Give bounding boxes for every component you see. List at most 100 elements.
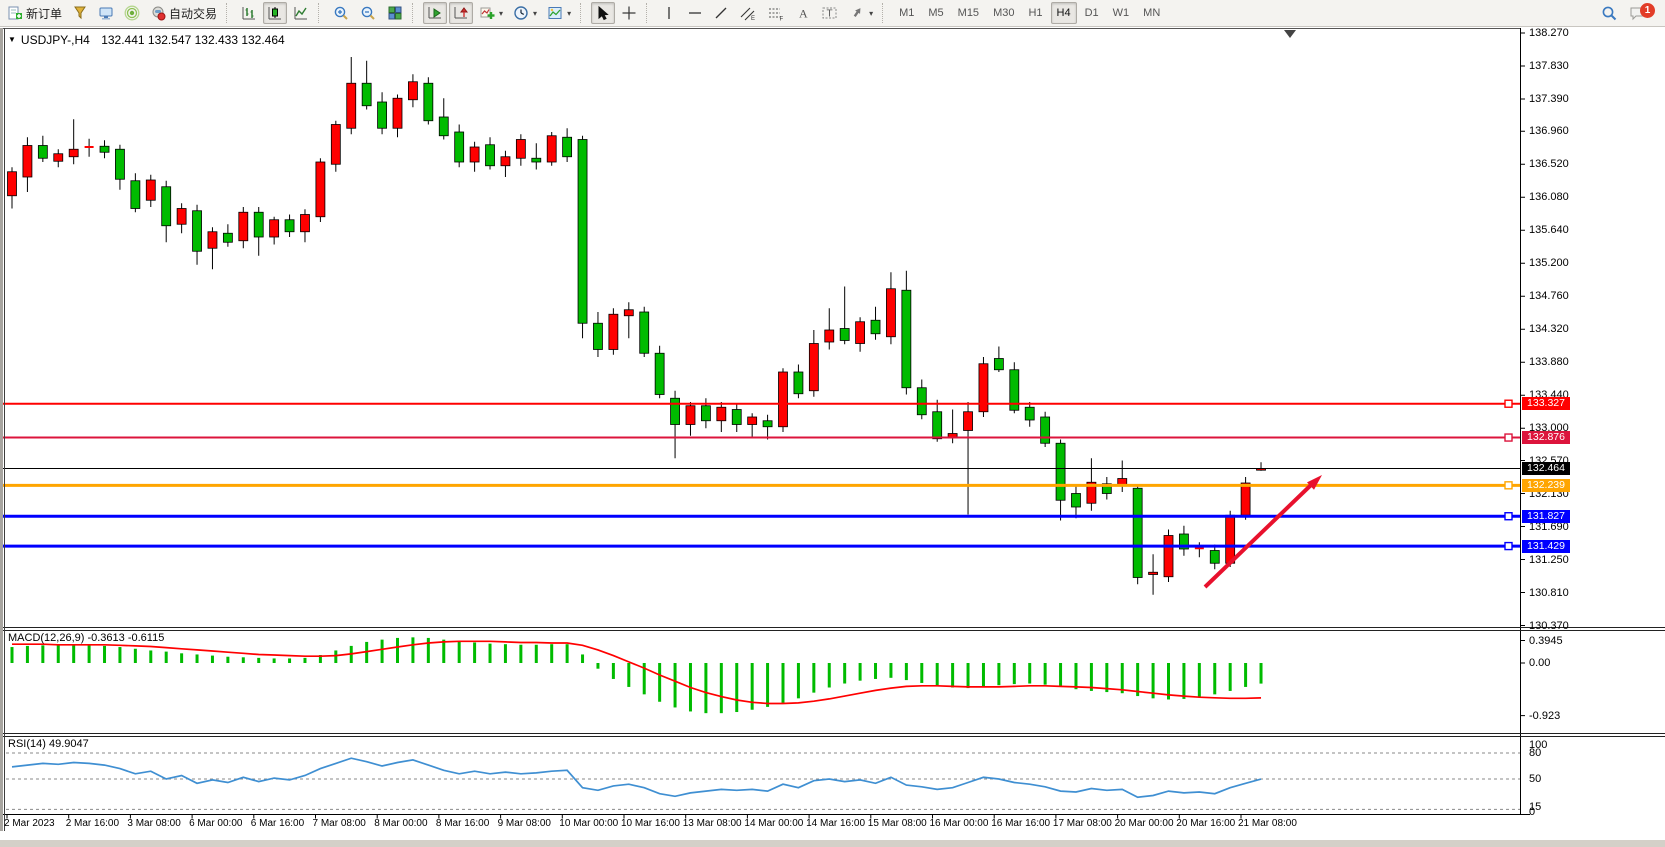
cursor-button[interactable] xyxy=(591,2,616,24)
text-label-icon: T xyxy=(822,7,837,20)
vertical-line-button[interactable] xyxy=(657,2,681,24)
timeframe-strip: M1 M5 M15 M30 H1 H4 D1 W1 MN xyxy=(892,2,1167,24)
chart-shift-button[interactable] xyxy=(449,2,474,24)
trend-arrow-head[interactable] xyxy=(1307,475,1322,490)
clock-icon xyxy=(514,6,528,20)
candle-body xyxy=(515,139,526,159)
chart-shift-marker[interactable] xyxy=(1284,30,1296,38)
timeframe-W1[interactable]: W1 xyxy=(1112,7,1130,19)
equidistant-channel-button[interactable]: E xyxy=(735,2,761,24)
trendline-button[interactable] xyxy=(709,2,733,24)
search-button[interactable] xyxy=(1597,2,1622,24)
line-chart-button[interactable] xyxy=(289,2,313,24)
candle-body xyxy=(577,139,588,324)
candle-body xyxy=(222,232,233,243)
indicator-add-icon xyxy=(480,7,495,19)
candle-body xyxy=(469,146,480,163)
signals-button[interactable] xyxy=(120,2,144,24)
fibonacci-button[interactable]: F xyxy=(763,2,789,24)
candle-body xyxy=(330,124,341,165)
macd-signal-line xyxy=(12,640,1262,705)
svg-text:T: T xyxy=(827,9,833,20)
fibonacci-icon: F xyxy=(769,8,784,22)
candle-body xyxy=(161,186,172,227)
candle-body xyxy=(284,219,295,233)
toolbar-separator xyxy=(580,3,586,23)
level-line-handle[interactable] xyxy=(1504,399,1513,408)
new-order-button[interactable]: 新订单 xyxy=(3,2,66,24)
candle-body xyxy=(53,153,64,162)
text-label-button[interactable]: T xyxy=(817,2,843,24)
horizontal-line-button[interactable] xyxy=(683,2,707,24)
notification-badge[interactable]: 1 xyxy=(1640,3,1655,18)
candle-body xyxy=(176,208,187,225)
timeframe-D1[interactable]: D1 xyxy=(1084,7,1099,19)
signal-icon xyxy=(124,5,140,21)
channel-icon: E xyxy=(740,7,755,21)
level-line-handle[interactable] xyxy=(1504,481,1513,490)
toolbar-separator xyxy=(318,3,324,23)
candle-body xyxy=(670,397,680,425)
candle-body xyxy=(886,288,896,338)
candle-body xyxy=(1209,550,1220,564)
candle-body xyxy=(562,136,573,158)
candle-body xyxy=(408,81,418,101)
arrow-shapes-icon xyxy=(853,8,861,17)
candle-body xyxy=(269,219,280,238)
candle-body xyxy=(731,409,742,425)
candle-body xyxy=(1225,514,1236,564)
candle-body xyxy=(993,358,1004,371)
timeframe-MN[interactable]: MN xyxy=(1143,7,1161,19)
auto-scroll-button[interactable] xyxy=(423,2,448,24)
timeframe-M15[interactable]: M15 xyxy=(957,7,980,19)
level-line-handle[interactable] xyxy=(1504,433,1513,442)
text-icon: A xyxy=(799,7,808,21)
candle-body xyxy=(716,406,727,422)
candle-body xyxy=(793,371,804,395)
toolbar-separator xyxy=(226,3,232,23)
candle-body xyxy=(192,210,202,252)
bar-chart-button[interactable] xyxy=(237,2,261,24)
level-line-handle[interactable] xyxy=(1504,541,1513,551)
candle-body xyxy=(685,405,696,425)
market-watch-button[interactable] xyxy=(68,2,92,24)
text-button[interactable]: A xyxy=(791,2,815,24)
candle-body xyxy=(1040,416,1051,444)
templates-button[interactable]: ▾ xyxy=(543,2,575,24)
candlestick-chart-button[interactable] xyxy=(263,2,288,24)
tile-windows-button[interactable] xyxy=(383,2,407,24)
candle-body xyxy=(238,211,249,242)
candle-body xyxy=(145,179,156,201)
timeframe-M30[interactable]: M30 xyxy=(993,7,1015,19)
candle-body xyxy=(870,319,881,335)
candle-body xyxy=(747,416,758,425)
auto-trading-button[interactable]: 自动交易 xyxy=(146,2,221,24)
timeframe-M5[interactable]: M5 xyxy=(928,7,944,19)
candle-body xyxy=(824,329,835,343)
candle-body xyxy=(839,328,850,341)
level-line-handle[interactable] xyxy=(1504,512,1513,521)
trend-arrow[interactable] xyxy=(1203,483,1313,589)
zoom-out-button[interactable] xyxy=(356,2,381,24)
toolbar-separator xyxy=(412,3,418,23)
zoom-in-button[interactable] xyxy=(329,2,354,24)
chevron-down-icon: ▾ xyxy=(567,8,572,18)
terminal-button[interactable] xyxy=(94,2,118,24)
timeframe-H1[interactable]: H1 xyxy=(1028,7,1043,19)
timeframe-H4[interactable]: H4 xyxy=(1050,2,1077,24)
timeframe-M1[interactable]: M1 xyxy=(899,7,915,19)
candle-body xyxy=(1240,482,1251,516)
vertical-line-icon xyxy=(668,7,670,19)
arrows-button[interactable]: ▾ xyxy=(845,2,877,24)
svg-text:A: A xyxy=(799,7,808,21)
periods-button[interactable]: ▾ xyxy=(509,2,541,24)
svg-text:F: F xyxy=(780,17,784,22)
crosshair-button[interactable] xyxy=(617,2,641,24)
candle-body xyxy=(1163,535,1174,578)
candle-body xyxy=(1148,571,1158,575)
candle-body xyxy=(639,311,650,354)
indicators-button[interactable]: ▾ xyxy=(475,2,507,24)
candle-body xyxy=(207,231,218,249)
candle-body xyxy=(978,363,989,413)
